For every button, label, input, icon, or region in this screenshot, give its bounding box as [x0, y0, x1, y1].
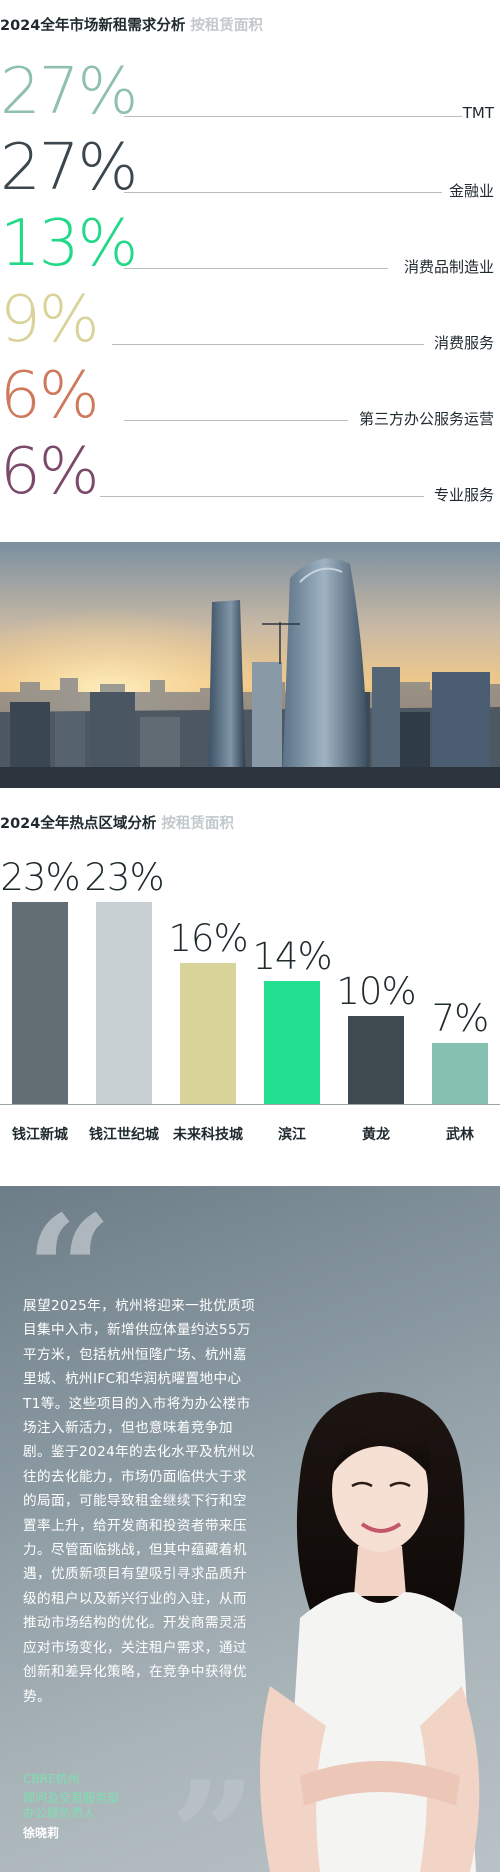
- section2-title: 2024全年热点区域分析 按租赁面积: [0, 812, 234, 833]
- signature-org: CBRE杭州: [23, 1772, 80, 1786]
- section1-title-sub: 按租赁面积: [190, 18, 263, 34]
- demand-label: 消费品制造业: [403, 258, 494, 276]
- chart-value-label: 10%: [336, 970, 416, 1014]
- chart-value-label: 14%: [252, 935, 332, 979]
- section1-title: 2024全年市场新租需求分析 按租赁面积: [0, 14, 263, 35]
- demand-pct: 6%: [0, 359, 100, 433]
- portrait-photo: [260, 1392, 480, 1872]
- chart-baseline: [0, 1104, 500, 1105]
- demand-label: TMT: [462, 104, 494, 122]
- demand-row-consumer-goods: 13% 消费品制造业: [0, 206, 500, 282]
- demand-divider: [124, 116, 462, 117]
- demand-label: 专业服务: [433, 486, 494, 504]
- chart-bar: [12, 902, 68, 1104]
- hot-district-bar-chart: 23% 钱江新城 23% 钱江世纪城 16% 未来科技城 14% 滨江 10% 黄龙 7% 武林: [0, 840, 500, 1160]
- chart-bar: [180, 963, 236, 1104]
- chart-category-label: 武林: [446, 1127, 474, 1143]
- signature-dept: 顾问及交易服务部: [23, 1791, 120, 1805]
- close-quote-mark: ”: [170, 1749, 257, 1872]
- signature-role: 办公楼负责人: [23, 1806, 96, 1820]
- chart-bar: [348, 1016, 404, 1104]
- chart-bar: [96, 902, 152, 1104]
- demand-pct: 6%: [0, 435, 100, 509]
- demand-divider: [100, 496, 424, 497]
- signature-name: 徐晓莉: [23, 1826, 60, 1840]
- chart-bar: [264, 981, 320, 1104]
- chart-category-label: 滨江: [278, 1127, 306, 1143]
- demand-pct: 9%: [0, 283, 100, 357]
- demand-row-consumer-services: 9% 消费服务: [0, 282, 500, 358]
- chart-category-label: 钱江世纪城: [89, 1127, 159, 1143]
- quote-section: “ 展望2025年，杭州将迎来一批优质项目集中入市，新增供应体量约达55万平方米…: [0, 1186, 500, 1872]
- demand-divider: [112, 344, 424, 345]
- skyline-photo: [0, 542, 500, 788]
- open-quote-mark: “: [26, 1186, 113, 1359]
- chart-category-label: 钱江新城: [12, 1127, 68, 1143]
- demand-divider: [124, 268, 388, 269]
- demand-label: 消费服务: [433, 334, 494, 352]
- chart-category-label: 未来科技城: [173, 1127, 243, 1143]
- chart-value-label: 23%: [0, 856, 80, 899]
- demand-pct: 27%: [0, 131, 138, 205]
- demand-row-professional-services: 6% 专业服务: [0, 434, 500, 510]
- chart-bar: [432, 1042, 488, 1104]
- chart-value-label: 23%: [84, 856, 164, 899]
- demand-pct: 27%: [0, 55, 138, 129]
- demand-row-third-party-office: 6% 第三方办公服务运营: [0, 358, 500, 434]
- quote-text: 展望2025年，杭州将迎来一批优质项目集中入市，新增供应体量约达55万平方米，包…: [23, 1298, 256, 1705]
- section2-title-sub: 按租赁面积: [161, 816, 234, 832]
- section2-title-main: 2024全年热点区域分析: [0, 816, 157, 832]
- section1-title-main: 2024全年市场新租需求分析: [0, 18, 186, 34]
- chart-value-label: 7%: [431, 996, 490, 1040]
- demand-row-tmt: 27% TMT: [0, 54, 500, 130]
- demand-divider: [124, 192, 442, 193]
- demand-label: 金融业: [448, 182, 494, 200]
- chart-value-label: 16%: [168, 917, 248, 961]
- chart-category-label: 黄龙: [362, 1127, 390, 1143]
- demand-divider: [124, 420, 348, 421]
- demand-row-finance: 27% 金融业: [0, 130, 500, 206]
- demand-pct: 13%: [0, 207, 138, 281]
- demand-label: 第三方办公服务运营: [358, 410, 494, 428]
